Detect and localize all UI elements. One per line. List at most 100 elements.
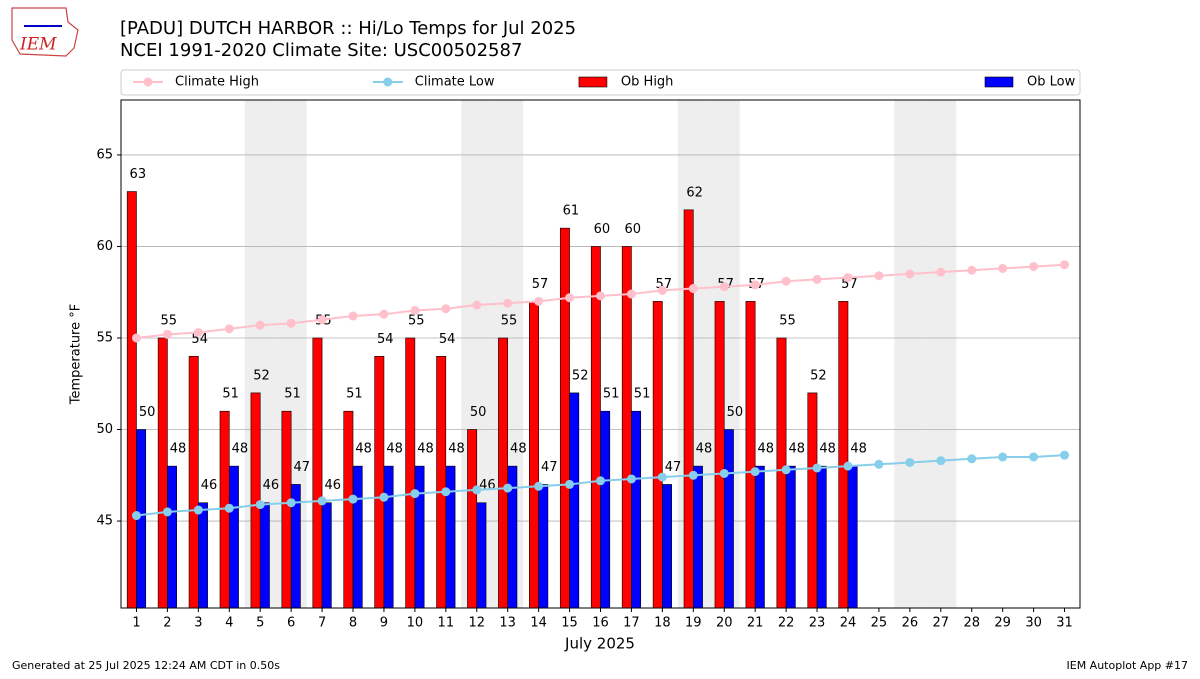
- chart-subtitle: NCEI 1991-2020 Climate Site: USC00502587: [120, 40, 522, 61]
- line-marker: [131, 333, 141, 343]
- x-tick-label: 22: [778, 616, 795, 631]
- y-tick-label: 55: [96, 330, 113, 345]
- line-marker: [224, 324, 234, 334]
- bar: [188, 355, 199, 609]
- x-tick-label: 6: [287, 616, 295, 631]
- bar: [569, 392, 580, 609]
- line-marker: [936, 456, 946, 466]
- line-marker: [812, 274, 822, 284]
- x-tick-label: 4: [225, 616, 233, 631]
- line-marker: [348, 494, 358, 504]
- bar-value-label: 50: [727, 405, 744, 420]
- bar-value-label: 62: [686, 185, 703, 200]
- bar-value-label: 55: [779, 313, 796, 328]
- x-tick-label: 12: [468, 616, 485, 631]
- line-marker: [843, 273, 853, 283]
- bar-value-label: 48: [788, 442, 805, 457]
- line-marker: [843, 461, 853, 471]
- y-tick-label: 60: [96, 239, 113, 254]
- legend-swatch: [578, 76, 608, 88]
- line-marker: [905, 457, 915, 467]
- x-tick-label: 20: [716, 616, 733, 631]
- line-marker: [936, 267, 946, 277]
- bar-value-label: 48: [510, 442, 527, 457]
- bar-value-label: 47: [665, 460, 682, 475]
- x-tick-label: 3: [194, 616, 202, 631]
- bar-value-label: 48: [232, 442, 249, 457]
- line-marker: [565, 479, 575, 489]
- x-tick-label: 14: [530, 616, 547, 631]
- bar: [167, 465, 177, 609]
- line-marker: [719, 468, 729, 478]
- line-marker: [255, 320, 265, 330]
- bar-value-label: 46: [263, 478, 280, 493]
- bar-value-label: 63: [130, 167, 147, 182]
- line-marker: [162, 329, 172, 339]
- bar: [467, 429, 478, 609]
- bar-value-label: 55: [160, 313, 177, 328]
- line-marker: [596, 476, 605, 486]
- line-marker: [626, 289, 636, 299]
- logo: IEM: [11, 7, 79, 57]
- bar-value-label: 48: [696, 442, 713, 457]
- bar: [754, 465, 765, 609]
- line-marker: [812, 463, 822, 473]
- footer-right: IEM Autoplot App #17: [1067, 659, 1189, 672]
- line-marker: [534, 481, 544, 491]
- bar: [259, 502, 270, 609]
- x-tick-label: 9: [380, 616, 388, 631]
- x-tick-label: 18: [654, 616, 671, 631]
- x-tick-label: 28: [963, 616, 980, 631]
- line-marker: [379, 492, 389, 502]
- y-tick-label: 45: [96, 514, 113, 529]
- line-marker: [193, 505, 203, 515]
- line-marker: [441, 487, 451, 497]
- bar: [816, 465, 827, 609]
- bar: [652, 301, 663, 609]
- line-marker: [750, 467, 760, 477]
- x-tick-label: 24: [840, 616, 857, 631]
- x-tick-label: 13: [499, 616, 516, 631]
- x-tick-label: 1: [132, 616, 140, 631]
- x-tick-label: 7: [318, 616, 326, 631]
- bar: [631, 410, 642, 609]
- line-marker: [441, 304, 451, 314]
- bar: [414, 465, 425, 609]
- line-marker: [534, 296, 544, 306]
- bar-value-label: 52: [810, 368, 827, 383]
- x-tick-label: 21: [747, 616, 764, 631]
- bar-value-label: 48: [170, 442, 187, 457]
- line-marker: [688, 470, 698, 480]
- bar: [476, 502, 487, 609]
- bar-value-label: 51: [222, 387, 239, 402]
- bar: [693, 465, 703, 609]
- x-tick-label: 2: [163, 616, 171, 631]
- bar-value-label: 51: [603, 387, 620, 402]
- line-marker: [286, 318, 296, 328]
- legend-marker: [383, 77, 393, 87]
- bar-value-label: 50: [139, 405, 156, 420]
- x-tick-label: 17: [623, 616, 640, 631]
- bar: [683, 209, 694, 609]
- legend-label: Ob Low: [1027, 75, 1076, 90]
- plot-frame: [120, 99, 1081, 609]
- x-tick-label: 15: [561, 616, 578, 631]
- legend-label: Ob High: [621, 75, 674, 90]
- y-tick-label: 50: [96, 422, 113, 437]
- line-marker: [131, 511, 141, 521]
- legend-swatch: [984, 76, 1014, 88]
- line-marker: [410, 306, 420, 316]
- bar-value-label: 60: [594, 222, 611, 237]
- x-tick-label: 16: [592, 616, 609, 631]
- logo-outline: [11, 7, 79, 57]
- bar: [600, 410, 611, 609]
- bar-value-label: 48: [448, 442, 465, 457]
- line-marker: [193, 327, 203, 337]
- bar: [529, 301, 539, 609]
- bar: [321, 502, 332, 609]
- bar-value-label: 48: [355, 442, 372, 457]
- line-marker: [379, 309, 389, 319]
- x-tick-label: 10: [407, 616, 424, 631]
- bar: [374, 355, 385, 609]
- x-tick-label: 31: [1056, 616, 1073, 631]
